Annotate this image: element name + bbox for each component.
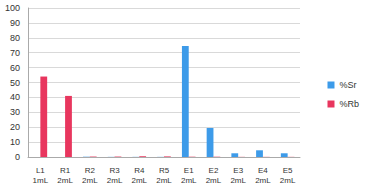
svg-text:%Sr: %Sr — [339, 80, 356, 90]
svg-text:2mL: 2mL — [57, 176, 73, 185]
svg-text:L1: L1 — [36, 166, 45, 175]
svg-text:2mL: 2mL — [230, 176, 246, 185]
svg-text:1mL: 1mL — [33, 176, 49, 185]
svg-text:R5: R5 — [159, 166, 170, 175]
svg-text:0: 0 — [15, 152, 20, 162]
svg-text:10: 10 — [10, 137, 20, 147]
svg-text:2mL: 2mL — [82, 176, 98, 185]
svg-text:R3: R3 — [109, 166, 120, 175]
svg-text:100: 100 — [5, 3, 20, 13]
svg-text:2mL: 2mL — [206, 176, 222, 185]
svg-text:40: 40 — [10, 92, 20, 102]
svg-text:80: 80 — [10, 33, 20, 43]
svg-text:R4: R4 — [134, 166, 145, 175]
svg-text:E4: E4 — [258, 166, 268, 175]
svg-text:R2: R2 — [85, 166, 96, 175]
svg-text:E5: E5 — [283, 166, 293, 175]
svg-text:50: 50 — [10, 78, 20, 88]
svg-text:%Rb: %Rb — [339, 99, 359, 109]
svg-text:R1: R1 — [60, 166, 71, 175]
svg-text:30: 30 — [10, 107, 20, 117]
svg-text:2mL: 2mL — [107, 176, 123, 185]
svg-text:E2: E2 — [209, 166, 219, 175]
svg-text:60: 60 — [10, 63, 20, 73]
svg-text:2mL: 2mL — [181, 176, 197, 185]
svg-text:2mL: 2mL — [156, 176, 172, 185]
svg-text:2mL: 2mL — [280, 176, 296, 185]
svg-text:70: 70 — [10, 48, 20, 58]
svg-text:2mL: 2mL — [255, 176, 271, 185]
svg-text:2mL: 2mL — [131, 176, 147, 185]
svg-text:E1: E1 — [184, 166, 194, 175]
svg-text:20: 20 — [10, 122, 20, 132]
svg-text:E3: E3 — [233, 166, 243, 175]
svg-text:90: 90 — [10, 18, 20, 28]
